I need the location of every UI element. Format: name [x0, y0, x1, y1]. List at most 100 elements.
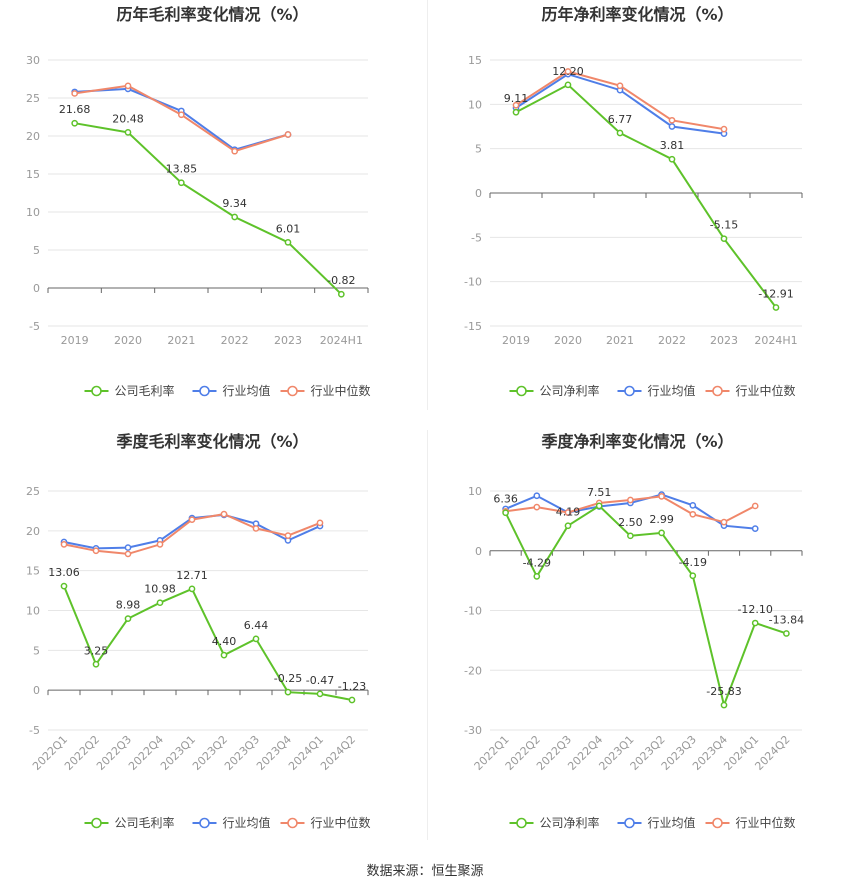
series-company: 21.68 20.48 13.85 9.34 6.01 -0.82 — [59, 103, 356, 298]
data-point — [124, 129, 132, 136]
data-point — [689, 572, 697, 580]
data-label: 6.77 — [608, 113, 633, 126]
x-tick-label: 2020 — [554, 334, 582, 347]
data-point — [284, 688, 292, 696]
legend-item[interactable]: 公司净利率 — [509, 383, 600, 398]
data-label: 20.48 — [112, 112, 144, 125]
data-point — [252, 635, 260, 643]
legend-marker-icon — [516, 385, 527, 397]
legend-item[interactable]: 行业中位数 — [280, 383, 371, 398]
data-point — [720, 125, 728, 133]
legend-item[interactable]: 公司净利率 — [509, 815, 600, 830]
data-label: 6.36 — [493, 493, 517, 506]
legend-marker-icon — [287, 385, 298, 397]
divider — [427, 0, 428, 410]
data-point — [284, 131, 292, 138]
legend-marker-icon — [287, 817, 298, 829]
legend-label: 行业中位数 — [311, 815, 371, 830]
legend-item[interactable]: 公司毛利率 — [84, 383, 175, 398]
legend-item[interactable]: 行业中位数 — [705, 383, 796, 398]
data-point — [231, 213, 239, 221]
chart-svg: 季度净利率变化情况（%）100-10-20-302022Q12022Q22022… — [464, 432, 804, 830]
series-avg — [71, 85, 292, 154]
series-line — [504, 504, 787, 709]
y-tick-label: 15 — [468, 54, 482, 67]
y-tick-label: 10 — [26, 206, 40, 219]
legend-marker-icon — [624, 817, 635, 829]
legend: 公司净利率 行业均值 行业中位数 — [509, 815, 796, 830]
data-label: 10.98 — [144, 583, 176, 596]
annual-gross-margin-chart: 历年毛利率变化情况（%） 30 25 20 15 10 5 0 -5 2019 2020 2021 20… — [0, 0, 425, 410]
data-point — [751, 502, 759, 510]
data-label: -4.19 — [679, 556, 707, 569]
y-tick-label: -5 — [471, 231, 482, 244]
legend-marker-icon — [624, 385, 635, 397]
data-label: -0.82 — [327, 274, 355, 287]
y-tick-label: -5 — [29, 320, 40, 333]
y-tick-label: 20 — [26, 130, 40, 143]
legend-label: 行业均值 — [648, 815, 696, 830]
data-point — [71, 119, 79, 127]
y-tick-label: 20 — [26, 525, 40, 538]
data-point — [564, 522, 572, 530]
data-point — [92, 660, 100, 668]
x-tick-label: 2019 — [502, 334, 530, 347]
legend-item[interactable]: 行业均值 — [617, 815, 696, 830]
data-label: 12.20 — [552, 65, 584, 78]
data-point — [720, 518, 728, 526]
data-label: 9.34 — [222, 197, 247, 210]
data-point — [284, 238, 292, 246]
series-line — [63, 585, 353, 701]
legend-item[interactable]: 行业均值 — [192, 815, 271, 830]
legend: 公司毛利率 行业均值 行业中位数 — [84, 815, 371, 830]
data-label: -5.15 — [710, 219, 738, 232]
data-label: 13.85 — [166, 163, 198, 176]
x-tick-label: 2021 — [606, 334, 634, 347]
legend-item[interactable]: 行业均值 — [617, 383, 696, 398]
y-tick-label: 10 — [26, 605, 40, 618]
data-label: -1.23 — [338, 680, 366, 693]
data-point — [668, 116, 676, 124]
y-tick-label: 30 — [26, 54, 40, 67]
chart-svg: 历年毛利率变化情况（%） 30 25 20 15 10 5 0 -5 2019 2020 2021 20… — [26, 5, 371, 398]
data-point — [627, 532, 634, 540]
legend-item[interactable]: 行业均值 — [192, 383, 271, 398]
data-label: 21.68 — [59, 103, 91, 116]
series-company: 6.36 -4.29 4.19 7.51 2.50 2.99 -4.19 -25.83 -12.… — [493, 486, 804, 709]
y-tick-label: 5 — [33, 644, 40, 657]
y-tick-label: -10 — [464, 605, 482, 618]
legend: 公司净利率 行业均值 行业中位数 — [509, 383, 796, 398]
data-point — [231, 147, 239, 155]
data-point — [668, 123, 676, 130]
annual-net-margin-chart: 历年净利率变化情况（%） 15 10 5 0 -5 -10 -15 2019 2020 2021 20… — [425, 0, 850, 410]
chart-title: 历年毛利率变化情况（%） — [116, 5, 308, 24]
data-point — [658, 529, 665, 537]
y-tick-label: 25 — [26, 92, 40, 105]
data-point — [124, 82, 132, 90]
data-label: 7.51 — [587, 486, 612, 499]
data-label: 3.81 — [660, 139, 685, 152]
data-label: 4.40 — [212, 635, 237, 648]
legend-item[interactable]: 行业中位数 — [705, 815, 796, 830]
y-tick-label: -30 — [464, 724, 482, 737]
x-tick-label: 2024H1 — [754, 334, 797, 347]
legend-item[interactable]: 行业中位数 — [280, 815, 371, 830]
data-label: -0.25 — [274, 672, 302, 685]
legend-label: 公司毛利率 — [115, 815, 175, 830]
legend-label: 行业中位数 — [736, 815, 796, 830]
data-point — [720, 235, 728, 243]
legend-item[interactable]: 公司毛利率 — [84, 815, 175, 830]
legend-label: 行业均值 — [223, 383, 271, 398]
data-point — [564, 81, 572, 89]
data-label: 13.06 — [48, 566, 80, 579]
data-point — [124, 544, 132, 551]
y-tick-label: -5 — [29, 724, 40, 737]
data-point — [668, 155, 676, 163]
data-point — [564, 509, 572, 516]
data-point — [533, 492, 541, 500]
data-point — [616, 82, 624, 90]
data-source-label: 数据来源：恒生聚源 — [366, 864, 484, 879]
series-median — [502, 493, 759, 526]
chart-title: 历年净利率变化情况（%） — [541, 5, 733, 24]
legend-label: 行业均值 — [223, 815, 271, 830]
